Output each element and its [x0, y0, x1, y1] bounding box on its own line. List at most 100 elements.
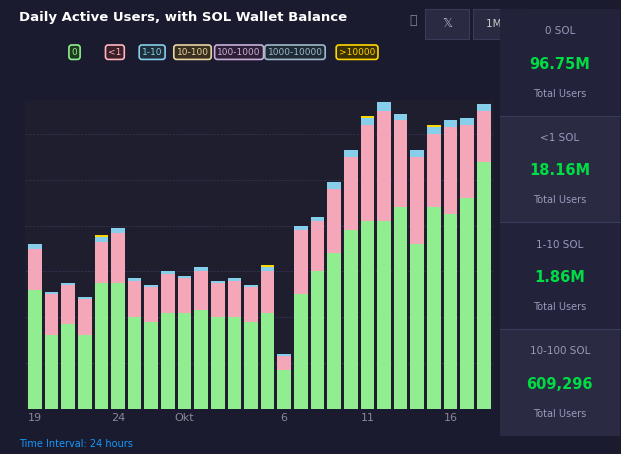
Bar	[61, 285, 75, 324]
Bar	[427, 125, 441, 127]
Text: 1000-10000: 1000-10000	[268, 48, 322, 57]
Bar	[410, 244, 424, 409]
Bar	[211, 283, 225, 317]
Bar	[278, 370, 291, 409]
Bar	[443, 127, 457, 214]
Bar	[111, 228, 125, 232]
Text: 18.16M: 18.16M	[529, 163, 591, 178]
Bar	[178, 278, 191, 312]
Bar	[111, 283, 125, 409]
Text: 96.75M: 96.75M	[529, 57, 591, 72]
Text: 1M ∨: 1M ∨	[486, 19, 513, 29]
Bar	[244, 287, 258, 322]
Bar	[28, 244, 42, 248]
Text: Total Users: Total Users	[533, 302, 586, 312]
Bar	[410, 157, 424, 244]
Bar	[327, 182, 341, 189]
Bar	[427, 134, 441, 207]
Text: Daily Active Users, with SOL Wallet Balance: Daily Active Users, with SOL Wallet Bala…	[19, 11, 347, 25]
Bar	[394, 120, 407, 207]
Bar	[477, 111, 491, 162]
Bar	[344, 157, 358, 230]
Bar	[477, 104, 491, 111]
Bar	[261, 267, 274, 271]
Bar	[460, 125, 474, 198]
Bar	[310, 217, 324, 221]
Bar	[244, 285, 258, 287]
Bar	[178, 312, 191, 409]
Bar	[227, 278, 241, 281]
Bar	[377, 111, 391, 221]
Bar	[344, 150, 358, 157]
Bar	[28, 248, 42, 290]
Bar	[261, 271, 274, 312]
Bar	[28, 290, 42, 409]
Text: 0: 0	[71, 48, 78, 57]
Bar	[45, 294, 58, 336]
Bar	[211, 281, 225, 283]
Bar	[161, 312, 175, 409]
Bar	[427, 207, 441, 409]
Bar	[410, 150, 424, 157]
Text: Total Users: Total Users	[533, 195, 586, 205]
Bar	[294, 230, 307, 294]
Bar	[161, 274, 175, 312]
Bar	[460, 198, 474, 409]
Bar	[78, 296, 91, 299]
Bar	[78, 299, 91, 336]
Bar	[244, 322, 258, 409]
Bar	[178, 276, 191, 278]
Bar	[327, 189, 341, 253]
Bar	[227, 317, 241, 409]
Bar	[477, 162, 491, 409]
Bar	[227, 281, 241, 317]
Bar	[128, 317, 142, 409]
Bar	[427, 127, 441, 134]
Bar	[327, 253, 341, 409]
Text: 𝕏: 𝕏	[442, 17, 452, 30]
Bar	[310, 221, 324, 271]
Bar	[361, 221, 374, 409]
Text: ⓘ: ⓘ	[409, 14, 417, 27]
Bar	[443, 120, 457, 127]
Bar	[78, 336, 91, 409]
Bar	[361, 125, 374, 221]
Bar	[194, 271, 208, 310]
Bar	[460, 118, 474, 125]
Bar	[94, 235, 108, 237]
Bar	[278, 354, 291, 356]
Text: 10-100 SOL: 10-100 SOL	[530, 346, 590, 356]
Bar	[128, 281, 142, 317]
Bar	[294, 294, 307, 409]
Text: <1: <1	[108, 48, 122, 57]
Bar	[94, 237, 108, 242]
Bar	[144, 322, 158, 409]
Text: 10-100: 10-100	[176, 48, 209, 57]
Text: Time Interval: 24 hours: Time Interval: 24 hours	[19, 439, 132, 449]
Bar	[443, 214, 457, 409]
Text: 0 SOL: 0 SOL	[545, 26, 575, 36]
Text: >10000: >10000	[339, 48, 375, 57]
Text: Total Users: Total Users	[533, 89, 586, 99]
Bar	[377, 102, 391, 111]
Bar	[45, 292, 58, 294]
Bar	[278, 356, 291, 370]
Bar	[344, 230, 358, 409]
Text: 1.86M: 1.86M	[535, 270, 585, 285]
Bar	[310, 271, 324, 409]
Bar	[94, 242, 108, 283]
Bar	[394, 207, 407, 409]
Text: 100-1000: 100-1000	[217, 48, 261, 57]
Bar	[128, 278, 142, 281]
Bar	[211, 317, 225, 409]
Bar	[294, 226, 307, 230]
Text: <1 SOL: <1 SOL	[540, 133, 579, 143]
Bar	[94, 283, 108, 409]
Bar	[361, 116, 374, 118]
Bar	[161, 271, 175, 274]
Text: 1-10: 1-10	[142, 48, 163, 57]
Bar	[61, 283, 75, 285]
Text: 609,296: 609,296	[527, 377, 593, 392]
Bar	[45, 336, 58, 409]
Text: 1-10 SOL: 1-10 SOL	[536, 240, 584, 250]
